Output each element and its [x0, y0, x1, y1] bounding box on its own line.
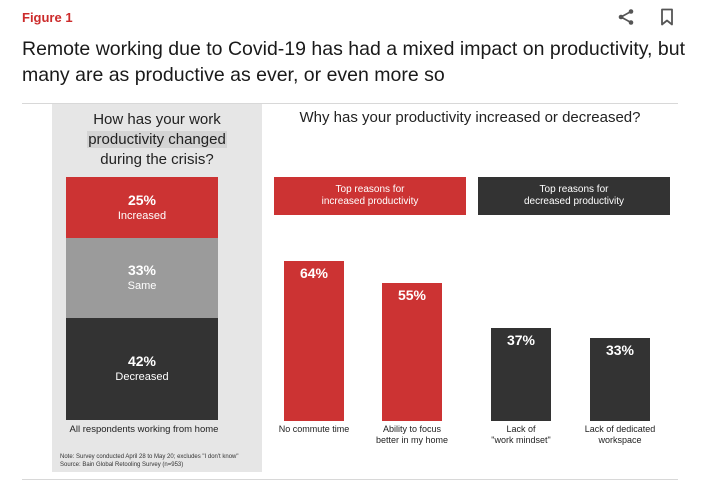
left-chart-title: How has your work productivity changed d…	[52, 110, 262, 170]
bar-1: 64%	[284, 261, 344, 421]
bar-category-label: Lack of "work mindset"	[466, 424, 576, 446]
divider	[22, 103, 678, 104]
stacked-bar-category-label: All respondents working from home	[69, 424, 219, 435]
left-title-line-highlighted: productivity changed	[87, 131, 227, 148]
bar-value-label: 33%	[605, 342, 635, 358]
bar-4: 33%	[590, 338, 650, 421]
segment-name-label: Same	[127, 280, 157, 292]
divider	[22, 479, 678, 480]
bar-value-label: 37%	[506, 332, 536, 348]
source-text: Source: Bain Global Retooling Survey (n=…	[60, 462, 184, 468]
left-panel: How has your work productivity changed d…	[52, 104, 262, 472]
group-header-decreased: Top reasons for decreased productivity	[478, 177, 670, 215]
bar-category-label-line: Lack of	[506, 424, 536, 434]
bar-category-label-line: workspace	[598, 435, 642, 445]
bar-category-label: Lack of dedicated workspace	[565, 424, 675, 446]
bar-3: 37%	[491, 328, 551, 421]
stack-segment-increased: 25% Increased	[66, 177, 218, 238]
bar-category-label-line: Lack of dedicated	[584, 424, 656, 434]
group-header-line: Top reasons for	[335, 184, 405, 195]
bar-value-label: 64%	[299, 265, 329, 281]
stack-segment-same: 33% Same	[66, 238, 218, 318]
group-header-increased: Top reasons for increased productivity	[274, 177, 466, 215]
bar-category-label: No commute time	[259, 424, 369, 435]
figure-label: Figure 1	[22, 10, 73, 25]
headline: Remote working due to Covid-19 has had a…	[22, 38, 685, 86]
segment-value-label: 42%	[127, 353, 157, 369]
bar-2: 55%	[382, 283, 442, 421]
bar-value-label: 55%	[397, 287, 427, 303]
bar-category-label-line: "work mindset"	[491, 435, 551, 445]
segment-name-label: Increased	[117, 210, 167, 222]
right-chart-title: Why has your productivity increased or d…	[299, 109, 641, 126]
bar-category-label: Ability to focus better in my home	[357, 424, 467, 446]
left-title-line: during the crisis?	[100, 151, 214, 168]
group-header-line: Top reasons for	[539, 184, 609, 195]
bar-category-label-line: No commute time	[278, 424, 350, 434]
segment-value-label: 33%	[127, 262, 157, 278]
bar-category-label-line: Ability to focus	[382, 424, 442, 434]
bar-category-label-line: better in my home	[375, 435, 449, 445]
segment-value-label: 25%	[127, 192, 157, 208]
group-header-line: decreased productivity	[523, 196, 625, 207]
note-text: Note: Survey conducted April 28 to May 2…	[60, 454, 239, 460]
stack-segment-decreased: 42% Decreased	[66, 318, 218, 420]
chart-note: Note: Survey conducted April 28 to May 2…	[60, 453, 260, 469]
share-icon[interactable]	[615, 6, 637, 28]
bookmark-icon[interactable]	[656, 6, 678, 28]
left-title-line: How has your work	[93, 111, 221, 128]
group-header-line: increased productivity	[321, 196, 419, 207]
segment-name-label: Decreased	[115, 371, 169, 383]
